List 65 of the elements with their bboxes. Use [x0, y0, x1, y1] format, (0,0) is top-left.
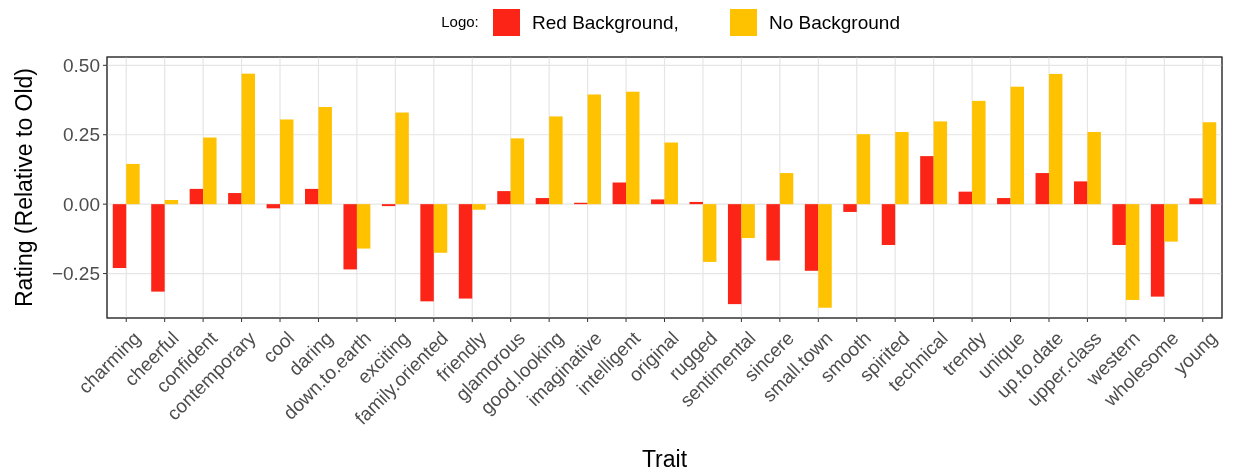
bar	[626, 91, 640, 205]
y-tick-label: 0.50	[63, 54, 100, 76]
bar	[1125, 204, 1140, 300]
bar	[458, 204, 473, 299]
bar	[1087, 131, 1101, 205]
bar	[804, 204, 819, 271]
bar	[266, 204, 281, 209]
bar	[1010, 86, 1024, 205]
bar	[343, 204, 357, 270]
bar	[843, 204, 857, 212]
bar	[112, 204, 127, 269]
bar	[395, 112, 409, 205]
bar	[612, 182, 627, 205]
bar	[241, 73, 256, 205]
bar	[1189, 198, 1203, 205]
bar	[472, 204, 486, 210]
bar	[280, 119, 294, 205]
y-axis-title: Rating (Relative to Old)	[11, 67, 37, 308]
legend-title: Logo:	[441, 13, 479, 31]
bar	[727, 204, 742, 305]
bar	[920, 156, 934, 205]
bar	[1048, 73, 1063, 205]
bar	[1112, 204, 1126, 245]
bar	[433, 204, 448, 253]
bar	[664, 142, 678, 205]
bar	[741, 204, 755, 239]
bar	[1073, 181, 1088, 205]
bar	[318, 106, 332, 205]
legend-label: No Background	[769, 11, 900, 33]
bar	[766, 204, 780, 261]
bar	[549, 116, 563, 205]
bar	[881, 204, 896, 245]
bar	[510, 138, 525, 205]
bar	[126, 163, 140, 205]
y-tick-label: 0.25	[63, 124, 100, 146]
bar	[189, 188, 204, 205]
bar	[997, 198, 1011, 205]
bar	[689, 201, 703, 205]
bar	[497, 191, 511, 205]
bar	[164, 200, 179, 205]
y-tick-label: 0.00	[63, 193, 100, 215]
legend-label: Red Background,	[532, 11, 679, 33]
bar	[356, 204, 371, 249]
bar	[779, 173, 794, 205]
y-tick-label: −0.25	[51, 263, 100, 285]
bar	[420, 204, 434, 302]
bar	[651, 199, 665, 205]
bar	[702, 204, 717, 262]
bar	[1164, 204, 1178, 242]
bar	[228, 193, 242, 205]
x-axis-title: Trait	[641, 446, 688, 472]
bar	[856, 134, 871, 205]
bar	[1202, 122, 1217, 205]
bar	[972, 100, 986, 205]
bar	[958, 191, 973, 205]
bar	[305, 188, 319, 205]
bar	[203, 137, 217, 205]
bar	[151, 204, 165, 292]
bar	[895, 131, 909, 205]
bar	[1150, 204, 1165, 297]
bar	[587, 94, 602, 205]
bar	[933, 121, 948, 205]
bar	[818, 204, 832, 308]
bar	[1035, 173, 1049, 205]
bar	[535, 198, 550, 205]
